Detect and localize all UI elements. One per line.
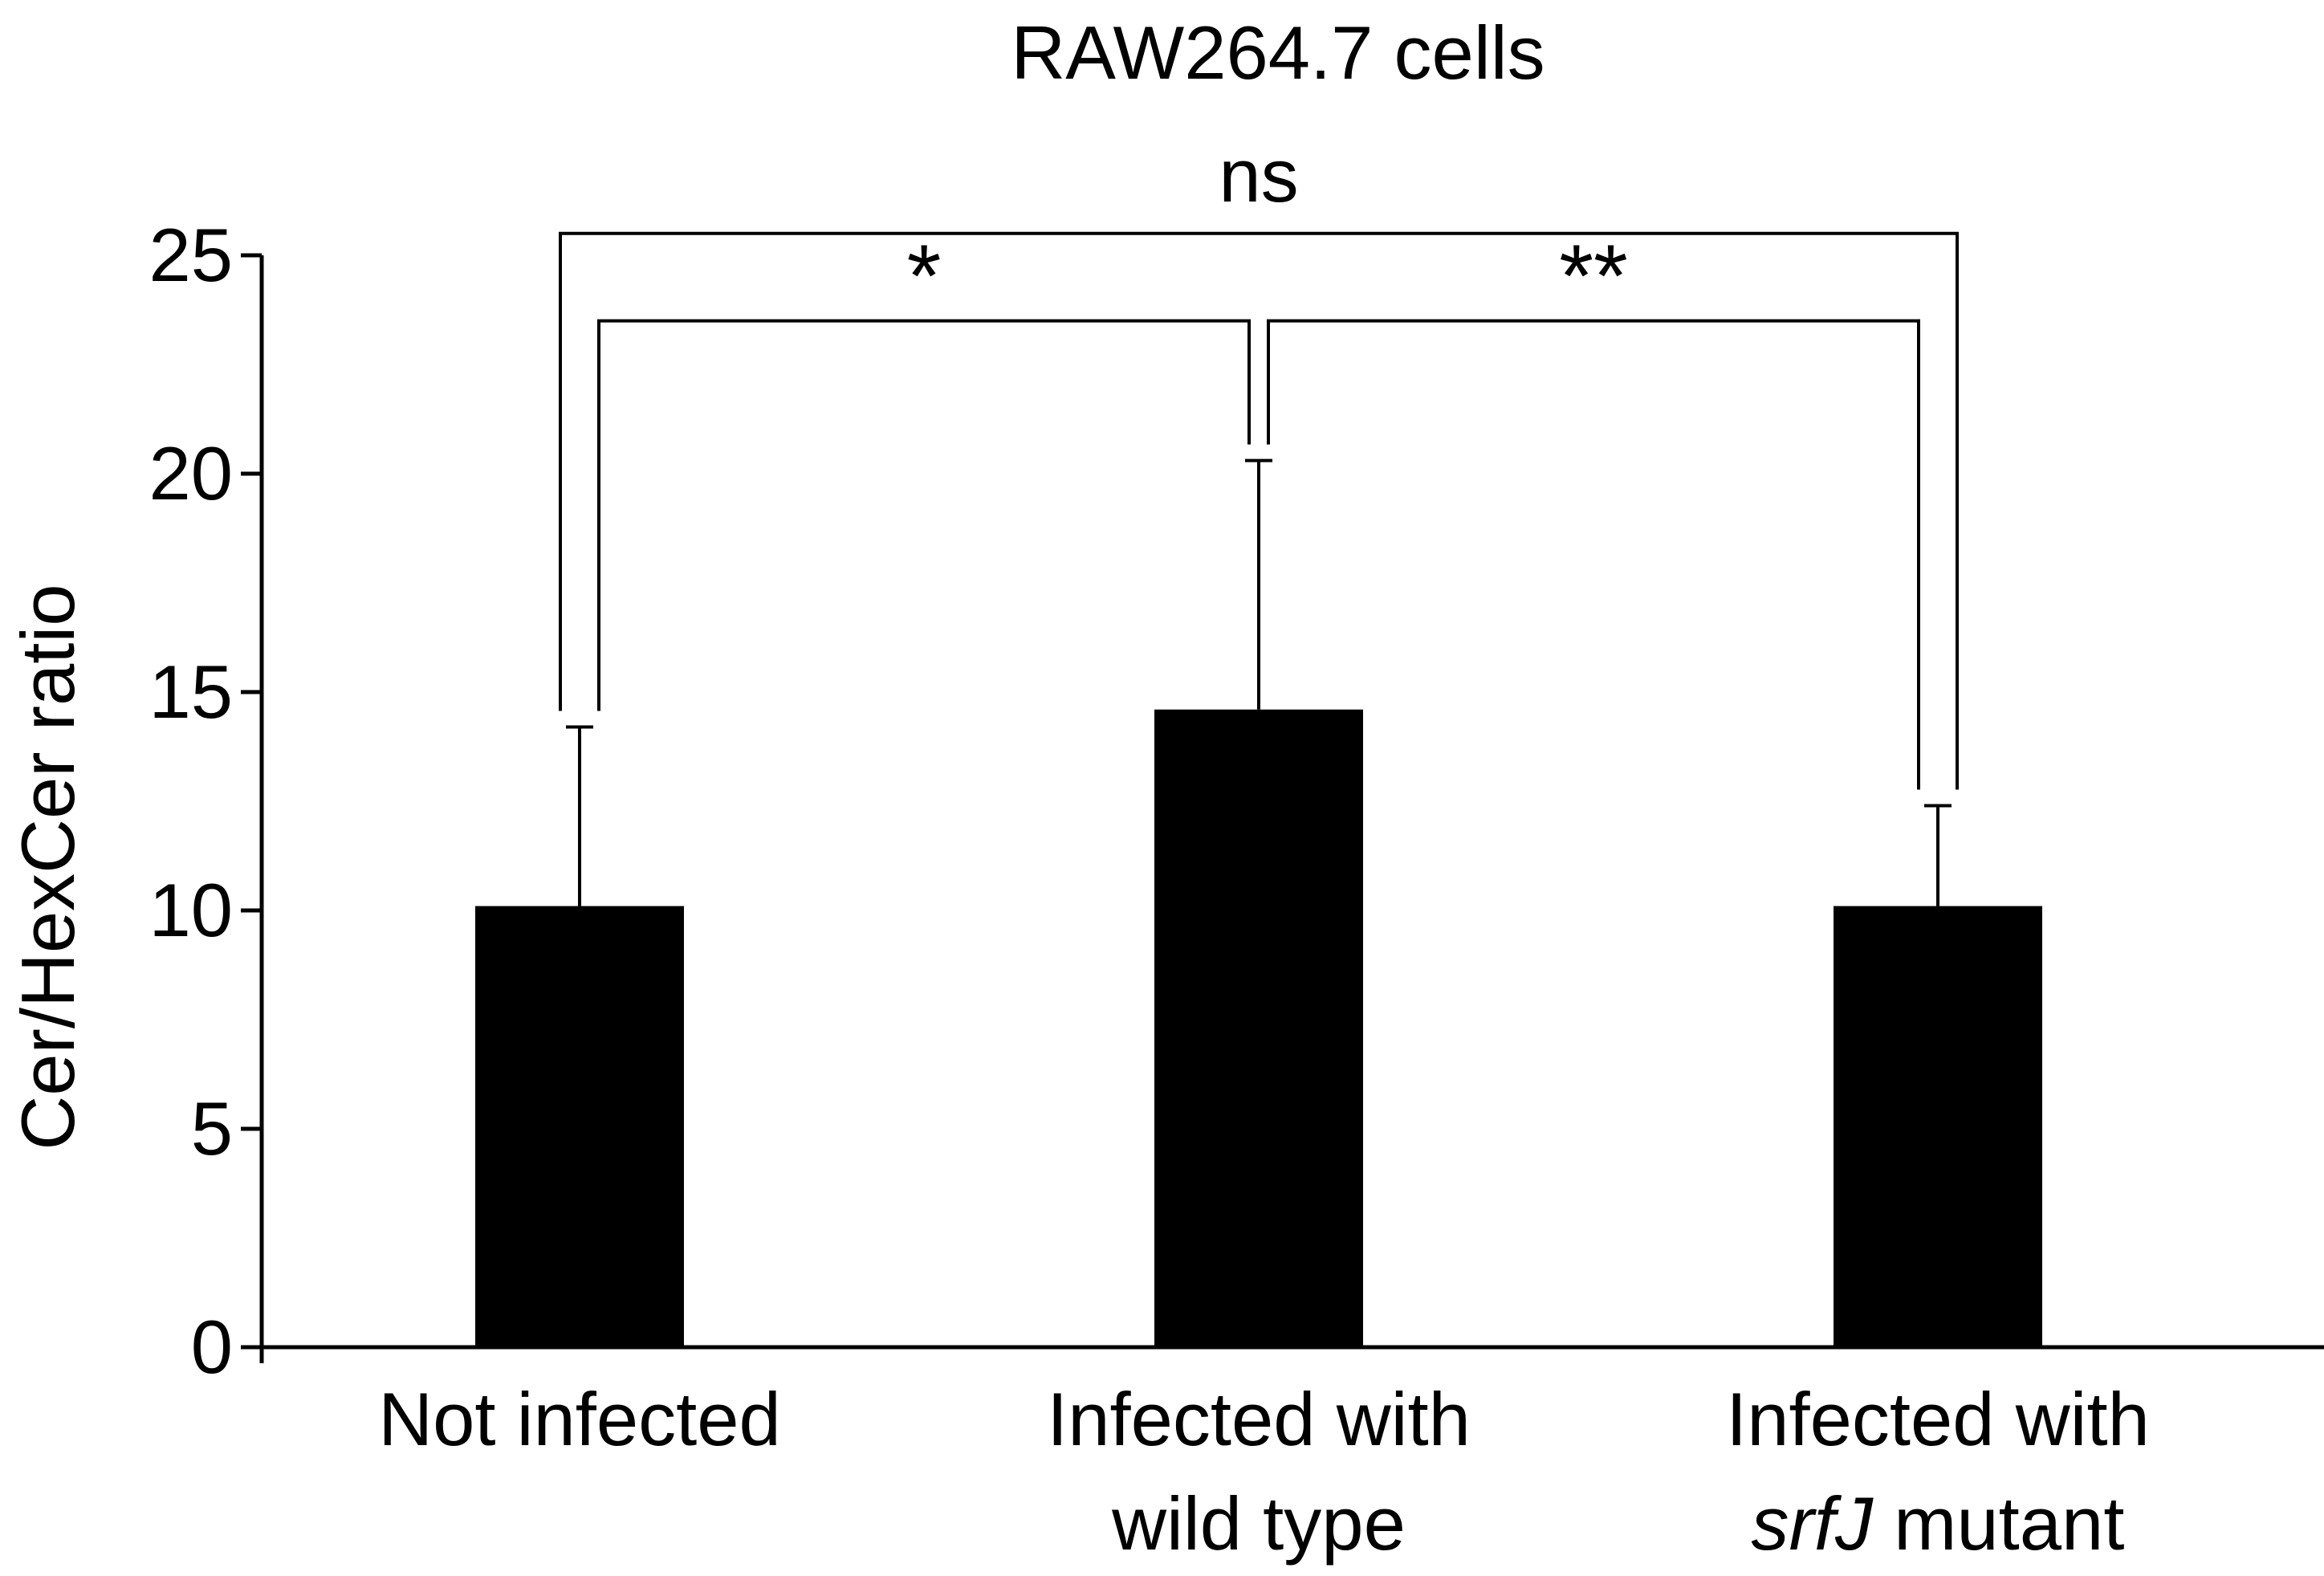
y-tick-label: 25 [149, 213, 233, 297]
x-tick-label: Infected with [1047, 1377, 1471, 1461]
axes: 0 5 10 15 20 25 [149, 213, 2324, 1389]
y-tick-label: 0 [191, 1305, 233, 1389]
significance-bracket [597, 319, 1251, 711]
bars [475, 709, 2042, 1347]
significance-label: ** [1559, 227, 1628, 326]
x-tick-label: srfJ mutant [1752, 1481, 2125, 1566]
chart-title: RAW264.7 cells [1011, 10, 1545, 95]
y-tick-label: 5 [191, 1086, 233, 1171]
significance-label: ns [1219, 133, 1298, 218]
y-tick-label: 10 [149, 868, 233, 952]
x-tick-label: wild type [1111, 1481, 1406, 1566]
x-tick-label: Infected with [1726, 1377, 2150, 1461]
x-tick-label: Not infected [378, 1377, 781, 1461]
x-tick-labels: Not infected Infected with wild type Infect… [378, 1377, 2150, 1566]
y-tick-label: 20 [149, 431, 233, 515]
significance-label: * [907, 227, 942, 326]
bar [1154, 709, 1363, 1347]
y-axis-label: Cer/HexCer ratio [6, 584, 90, 1150]
y-tick-label: 15 [149, 650, 233, 734]
significance-brackets: ns* ** [559, 133, 1959, 790]
significance-bracket [1267, 319, 1920, 790]
bar [1834, 906, 2042, 1347]
significance-bracket [559, 231, 1959, 790]
bar [475, 906, 684, 1347]
error-bars [566, 458, 1952, 906]
